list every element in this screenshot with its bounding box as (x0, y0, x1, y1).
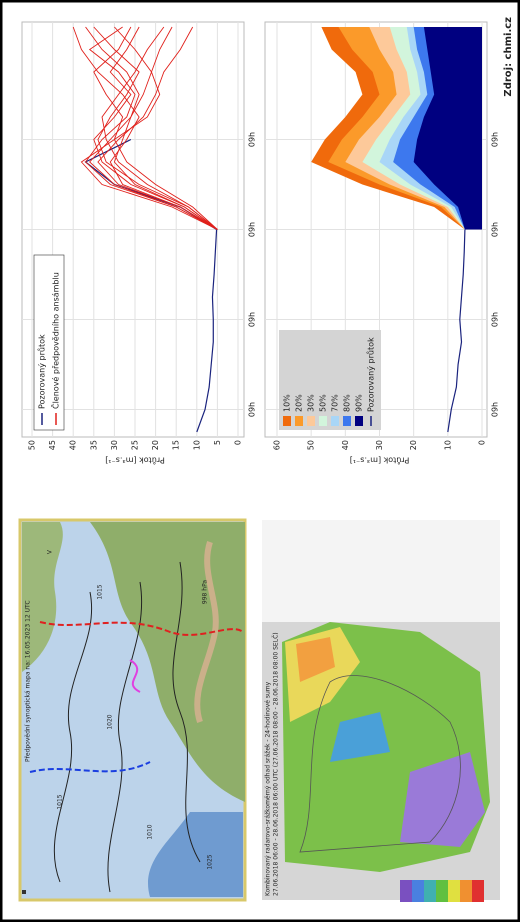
y-tick-label: 0 (234, 440, 243, 445)
radar-subtitle: 27.06.2018 06:00 - 28.06.2018 06:00 UTC … (273, 632, 280, 896)
y-tick-label: 30 (375, 440, 384, 450)
map-outside (262, 520, 500, 622)
legend-label: 30% (307, 394, 316, 412)
y-tick-label: 50 (28, 440, 37, 450)
legend-swatch (307, 416, 315, 426)
pressure-label: 1010 (147, 824, 154, 839)
synoptic-map (20, 520, 245, 900)
x-tick-label: 09h (248, 312, 257, 327)
logo (22, 890, 26, 894)
scale-cell (472, 880, 484, 902)
scale-cell (460, 880, 472, 902)
x-tick-label: 09h (248, 222, 257, 237)
x-tick-label: 09h (491, 402, 500, 417)
pressure-label: 1025 (207, 854, 214, 869)
legend-swatch (319, 416, 327, 426)
synoptic-title: Předpovědní synoptická mapa na: 16.05.20… (25, 600, 32, 762)
x-tick-label: 09h (248, 402, 257, 417)
legend-label: 90% (355, 394, 364, 412)
scale-cell (436, 880, 448, 902)
y-tick-label: 40 (69, 440, 78, 450)
pressure-label: 998 hPa (202, 580, 209, 605)
y-tick-label: 35 (89, 440, 98, 450)
y-tick-label: 10 (443, 440, 452, 450)
legend-label: Pozorovaný průtok (37, 334, 47, 409)
scale-cell (448, 880, 460, 902)
y-tick-label: 15 (172, 440, 181, 450)
y-tick-label: 25 (131, 440, 140, 450)
y-axis-label: Průtok [m³.s⁻¹] (105, 456, 165, 466)
legend-label: 10% (283, 394, 292, 412)
y-tick-label: 60 (273, 440, 282, 450)
legend-swatch (343, 416, 351, 426)
y-tick-label: 5 (213, 440, 222, 445)
legend-label: 70% (331, 394, 340, 412)
legend-swatch (355, 416, 363, 426)
scale-cell (400, 880, 412, 902)
y-tick-label: 50 (307, 440, 316, 450)
landscape-content: Předpovědní synoptická mapa na: 16.05.20… (0, 0, 520, 922)
pressure-label: V (47, 549, 54, 554)
scale-cell (412, 880, 424, 902)
radar-title: Kombinovaný radarovo-srážkoměrný odhad s… (265, 681, 272, 896)
legend-label: 20% (295, 394, 304, 412)
legend-label: 50% (319, 394, 328, 412)
pressure-label: 1015 (57, 794, 64, 809)
legend-swatch (295, 416, 303, 426)
legend-swatch (331, 416, 339, 426)
canvas: Předpovědní synoptická mapa na: 16.05.20… (0, 0, 520, 922)
x-tick-label: 09h (491, 222, 500, 237)
y-tick-label: 20 (409, 440, 418, 450)
legend-label: Pozorovaný průtok (366, 337, 376, 412)
legend: 10%20%30%50%70%80%90%Pozorovaný průtok (279, 330, 381, 430)
x-tick-label: 09h (491, 132, 500, 147)
y-axis-label: Průtok [m³.s⁻¹] (350, 456, 410, 466)
y-tick-label: 40 (341, 440, 350, 450)
legend-label: 80% (343, 394, 352, 412)
legend-label: Členové předpovědního ansámblu (50, 272, 61, 409)
pressure-label: 1020 (107, 714, 114, 729)
y-tick-label: 10 (192, 440, 201, 450)
source: Zdroj: chmi.cz (503, 17, 514, 97)
scale-cell (424, 880, 436, 902)
y-tick-label: 0 (478, 440, 487, 445)
radar-map (262, 520, 500, 902)
x-tick-label: 09h (248, 132, 257, 147)
color-scale (400, 880, 484, 902)
pressure-label: 1015 (97, 584, 104, 599)
screenshot: Předpovědní synoptická mapa na: 16.05.20… (0, 0, 520, 922)
x-tick-label: 09h (491, 312, 500, 327)
y-tick-label: 30 (110, 440, 119, 450)
legend-swatch (283, 416, 291, 426)
y-tick-label: 20 (151, 440, 160, 450)
y-tick-label: 45 (48, 440, 57, 450)
